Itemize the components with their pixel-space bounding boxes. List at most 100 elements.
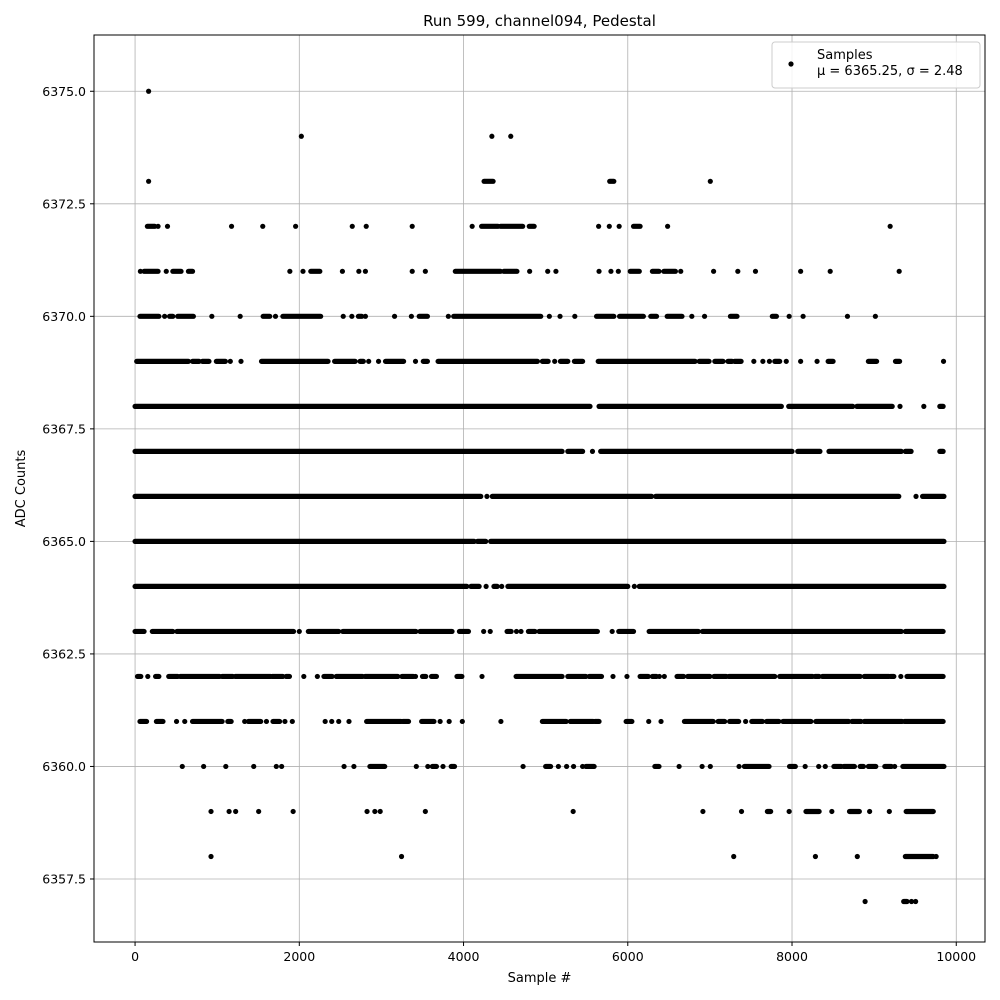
data-point [658, 718, 664, 725]
data-point [814, 358, 820, 364]
data-point [710, 268, 717, 274]
data-point [557, 313, 563, 319]
data-point [366, 358, 372, 364]
data-point [913, 493, 919, 499]
data-point [273, 763, 279, 770]
axis-ticks: 0 2000 4000 6000 8000 10000 6357.5 6360.0 6362.5… [42, 84, 976, 964]
y-tick-label: 6365.0 [42, 534, 86, 549]
data-point [146, 88, 152, 94]
data-point [364, 808, 370, 815]
data-point [940, 358, 947, 364]
legend-stats-label: μ = 6365.25, σ = 2.48 [817, 64, 963, 79]
data-point [707, 763, 713, 770]
data-point [164, 223, 171, 229]
data-point [409, 223, 415, 229]
data-point [228, 223, 235, 229]
data-point [631, 583, 637, 590]
data-point [446, 718, 452, 725]
data-point [656, 673, 662, 680]
x-tick-label: 10000 [936, 949, 976, 964]
data-point [459, 718, 465, 725]
data-point [913, 898, 919, 905]
legend: Samples μ = 6365.25, σ = 2.48 [771, 41, 981, 89]
data-point [800, 313, 806, 319]
x-tick-label: 6000 [612, 949, 644, 964]
data-point [596, 223, 602, 229]
data-point [349, 313, 355, 319]
y-tick-label: 6357.5 [42, 871, 86, 886]
data-point [489, 133, 495, 139]
data-point [208, 853, 214, 860]
y-tick-label: 6370.0 [42, 309, 86, 324]
data-point [227, 358, 233, 364]
data-point [146, 178, 152, 184]
data-point [173, 718, 180, 725]
data-point [422, 268, 428, 274]
data-point [479, 673, 485, 680]
data-point [760, 358, 766, 364]
data-point [610, 673, 616, 680]
data-point [738, 808, 745, 815]
data-point [137, 268, 143, 274]
data-point [570, 763, 577, 770]
data-point [377, 808, 383, 815]
data-point [413, 763, 419, 770]
data-point [572, 313, 578, 319]
data-point [412, 358, 419, 364]
data-point [282, 718, 288, 725]
data-point [372, 808, 378, 815]
data-point [844, 313, 851, 319]
x-tick-label: 2000 [283, 949, 315, 964]
data-point [862, 898, 868, 905]
y-tick-label: 6360.0 [42, 759, 86, 774]
data-point [362, 313, 369, 319]
data-point [209, 313, 215, 319]
data-point [484, 493, 490, 499]
data-point [822, 763, 828, 770]
data-point [553, 268, 559, 274]
data-point [786, 808, 792, 815]
data-point [179, 763, 185, 770]
y-tick-label: 6372.5 [42, 196, 86, 211]
legend-marker [788, 61, 794, 67]
data-point [661, 673, 667, 680]
data-point [589, 448, 596, 454]
data-point [783, 358, 789, 364]
data-point [798, 358, 804, 364]
data-point [356, 268, 362, 274]
data-point [425, 763, 431, 770]
data-point [802, 763, 808, 770]
data-point [498, 718, 504, 725]
data-point [260, 223, 266, 229]
data-point [233, 808, 239, 815]
y-axis-label: ADC Counts [14, 450, 29, 528]
data-point [162, 313, 168, 319]
data-point [155, 223, 161, 229]
data-point [608, 268, 614, 274]
data-point [520, 763, 526, 770]
data-point [615, 268, 621, 274]
data-point [409, 268, 415, 274]
data-point [301, 673, 307, 680]
data-point [752, 268, 759, 274]
data-point [349, 223, 355, 229]
data-point [908, 898, 915, 905]
data-point [296, 628, 302, 635]
data-point [422, 808, 428, 815]
data-point [546, 313, 552, 319]
data-point [300, 268, 306, 274]
data-point [272, 313, 279, 319]
data-point [921, 403, 927, 409]
y-tick-label: 6375.0 [42, 84, 86, 99]
data-point [665, 223, 671, 229]
data-point [445, 313, 451, 319]
data-point [290, 808, 296, 815]
plot-frame [93, 34, 986, 943]
data-point [513, 628, 520, 635]
data-point [676, 763, 682, 770]
data-point [238, 358, 244, 364]
data-point [508, 133, 514, 139]
data-point [872, 313, 878, 319]
data-point [483, 583, 489, 590]
